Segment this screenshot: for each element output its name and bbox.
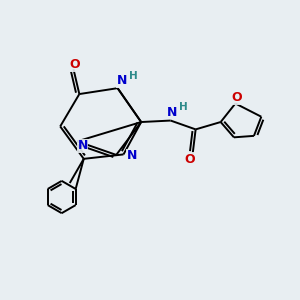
Text: H: H	[128, 71, 137, 81]
Text: O: O	[184, 153, 195, 166]
Text: N: N	[127, 149, 137, 162]
Text: H: H	[178, 102, 188, 112]
Text: N: N	[117, 74, 127, 87]
Text: O: O	[70, 58, 80, 71]
Text: N: N	[167, 106, 177, 119]
Text: O: O	[232, 91, 242, 104]
Text: N: N	[77, 139, 88, 152]
